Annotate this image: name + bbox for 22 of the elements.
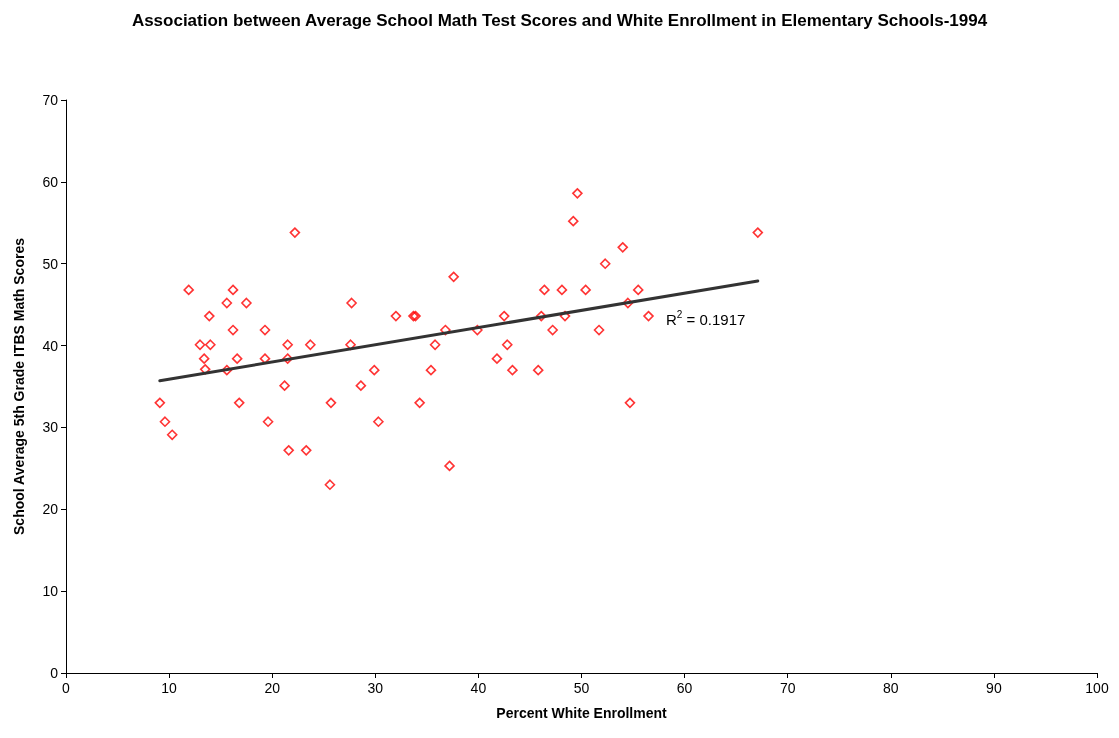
x-tick-label: 100 (1085, 680, 1109, 696)
x-tick-label: 90 (986, 680, 1002, 696)
y-tick-label: 40 (42, 337, 59, 354)
y-tick-label: 30 (42, 419, 59, 436)
x-tick-label: 80 (883, 680, 899, 696)
x-tick-label: 20 (264, 680, 281, 696)
y-tick-label: 10 (42, 583, 59, 600)
y-tick-label: 50 (42, 255, 59, 272)
x-tick-label: 40 (470, 680, 487, 696)
x-tick-label: 70 (779, 680, 796, 696)
x-tick-label: 0 (62, 680, 71, 696)
x-tick-label: 30 (367, 680, 384, 696)
x-tick-label: 50 (573, 680, 590, 696)
y-tick-label: 20 (42, 501, 59, 518)
x-tick-label: 60 (676, 680, 693, 696)
y-tick-label: 70 (42, 92, 59, 108)
y-tick-label: 60 (42, 173, 59, 190)
x-axis-title: Percent White Enrollment (496, 705, 668, 721)
y-tick-label: 0 (50, 665, 59, 681)
y-axis-title: School Average 5th Grade ITBS Math Scores (11, 237, 27, 535)
x-tick-label: 10 (161, 680, 178, 696)
chart-title: Association between Average School Math Test Scores and White Enrollment in Elementary Schools-1994 (131, 10, 988, 30)
